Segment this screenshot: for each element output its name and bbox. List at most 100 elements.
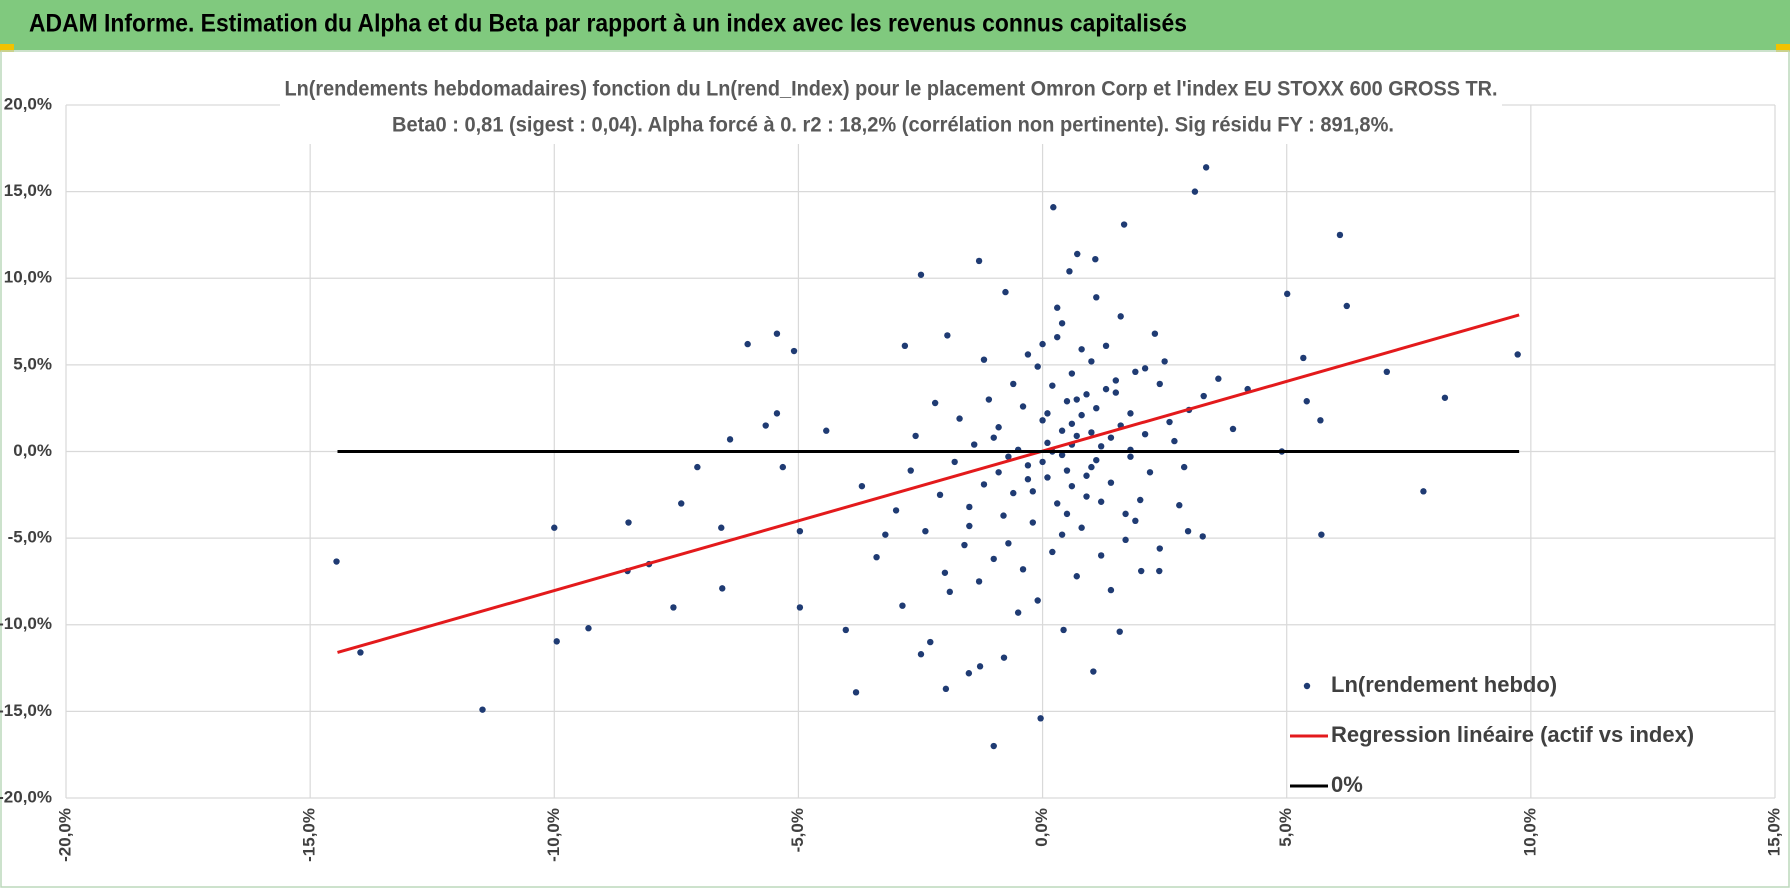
scatter-point — [1132, 368, 1139, 376]
scatter-point — [944, 332, 951, 339]
scatter-point — [1199, 533, 1206, 540]
scatter-point — [1073, 396, 1080, 403]
scatter-point — [946, 588, 953, 596]
scatter-point — [941, 569, 949, 576]
scatter-point — [1176, 502, 1183, 509]
scatter-point — [899, 602, 906, 609]
scatter-point — [1102, 385, 1110, 393]
y-tick-label: 0,0% — [13, 441, 52, 460]
scatter-point — [1037, 715, 1044, 722]
scatter-point — [951, 458, 958, 466]
scatter-point — [1039, 417, 1046, 424]
scatter-point — [1202, 164, 1210, 171]
scatter-point — [1112, 377, 1120, 384]
scatter-point — [1078, 524, 1085, 531]
scatter-point — [694, 463, 701, 471]
x-tick-label: 0,0% — [1032, 808, 1051, 847]
scatter-point — [1010, 489, 1017, 497]
scatter-point — [1441, 394, 1449, 401]
corner-marker — [1776, 44, 1790, 52]
legend-label: Regression linéaire (actif vs index) — [1331, 722, 1694, 747]
scatter-point — [995, 469, 1002, 476]
scatter-point — [1060, 626, 1067, 634]
scatter-point — [980, 481, 988, 488]
scatter-point — [892, 507, 900, 514]
scatter-point — [1005, 540, 1012, 547]
scatter-point — [1088, 429, 1095, 436]
scatter-point — [1156, 545, 1163, 552]
scatter-point — [1229, 425, 1237, 433]
scatter-point — [1107, 586, 1115, 594]
scatter-point — [917, 651, 925, 658]
scatter-point — [971, 441, 978, 448]
scatter-point — [1200, 392, 1207, 400]
scatter-point — [1044, 410, 1051, 417]
scatter-point — [1097, 552, 1105, 559]
scatter-point — [1083, 493, 1090, 500]
y-tick-label: 20,0% — [4, 94, 52, 113]
scatter-point — [678, 500, 685, 507]
scatter-point — [1068, 482, 1076, 490]
scatter-point — [975, 578, 983, 585]
x-tick-label: 5,0% — [1276, 808, 1295, 847]
scatter-point — [1024, 462, 1032, 469]
scatter-point — [922, 527, 929, 535]
scatter-point — [1284, 290, 1291, 298]
scatter-point — [1102, 342, 1110, 350]
scatter-point — [1116, 628, 1123, 635]
y-tick-label: 10,0% — [4, 268, 52, 287]
scatter-point — [796, 527, 804, 535]
scatter-point — [1097, 443, 1105, 450]
x-tick-label: -10,0% — [544, 808, 563, 862]
scatter-point — [1078, 346, 1085, 353]
scatter-point — [1088, 463, 1095, 471]
y-tick-label: 15,0% — [4, 181, 52, 200]
scatter-point — [1019, 403, 1027, 410]
scatter-point — [1156, 567, 1163, 575]
scatter-point — [1063, 398, 1071, 405]
scatter-point — [907, 467, 914, 474]
scatter-point — [1005, 453, 1012, 460]
scatter-point — [1054, 500, 1061, 507]
scatter-point — [1088, 358, 1095, 365]
scatter-point — [1093, 404, 1100, 412]
scatter-point — [917, 271, 925, 278]
scatter-point — [1171, 437, 1178, 445]
scatter-point — [1318, 531, 1325, 538]
scatter-point — [1054, 304, 1061, 311]
scatter-point — [1034, 597, 1041, 604]
scatter-point — [1383, 368, 1391, 376]
scatter-point — [1300, 354, 1307, 362]
scatter-point — [1122, 536, 1129, 544]
scatter-point — [1184, 527, 1192, 535]
chart-title: Ln(rendements hebdomadaires) fonction du… — [285, 78, 1498, 101]
y-tick-label: -20,0% — [0, 787, 52, 806]
scatter-point — [980, 356, 988, 363]
scatter-point — [1044, 439, 1051, 447]
scatter-point — [1093, 294, 1100, 301]
title-background — [280, 72, 1502, 144]
scatter-point — [1138, 567, 1145, 575]
scatter-point — [1132, 517, 1139, 524]
scatter-point — [1083, 472, 1090, 479]
scatter-point — [1049, 382, 1056, 389]
scatter-point — [333, 558, 340, 565]
scatter-point — [1049, 548, 1056, 556]
scatter-point — [1063, 467, 1071, 474]
scatter-point — [990, 742, 997, 750]
scatter-point — [1066, 268, 1073, 275]
legend-label: Ln(rendement hebdo) — [1331, 672, 1557, 697]
scatter-point — [1141, 365, 1149, 372]
scatter-point — [1058, 320, 1066, 327]
scatter-point — [1097, 498, 1105, 505]
scatter-point — [1093, 456, 1100, 464]
x-tick-label: 10,0% — [1520, 808, 1539, 856]
scatter-point — [1107, 434, 1115, 441]
scatter-point — [1303, 398, 1310, 405]
scatter-point — [1090, 668, 1097, 675]
scatter-point — [995, 424, 1002, 431]
scatter-point — [1000, 654, 1008, 661]
scatter-point — [1073, 573, 1080, 580]
